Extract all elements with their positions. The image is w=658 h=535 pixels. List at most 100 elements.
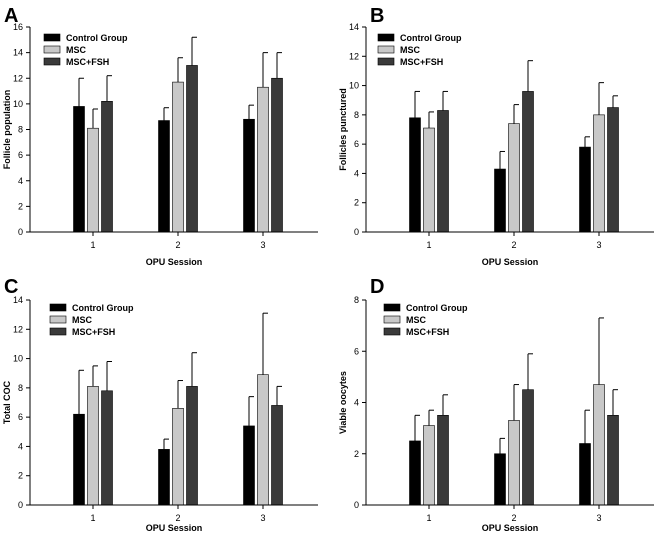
x-tick-label: 1 bbox=[426, 513, 431, 523]
y-tick-label: 4 bbox=[354, 168, 359, 178]
bar-msc-fsh-session-2 bbox=[186, 386, 198, 506]
bar-msc-session-1 bbox=[423, 127, 435, 233]
legend-swatch bbox=[49, 315, 67, 324]
legend-label: MSC bbox=[400, 45, 421, 55]
bar-control-group-session-3 bbox=[579, 443, 591, 506]
bar-msc-session-3 bbox=[257, 86, 269, 233]
legend: Control Group MSC MSC+FSH bbox=[49, 303, 134, 337]
bar-msc-fsh-session-1 bbox=[437, 415, 449, 506]
legend: Control Group MSC MSC+FSH bbox=[43, 33, 128, 67]
y-tick-label: 6 bbox=[18, 150, 23, 160]
y-tick-label: 6 bbox=[354, 346, 359, 356]
panel-letter: B bbox=[370, 5, 384, 27]
bar-msc-fsh-session-2 bbox=[186, 65, 198, 233]
bar-msc-fsh-session-2 bbox=[522, 91, 534, 233]
legend-label: Control Group bbox=[400, 33, 462, 43]
y-tick-label: 0 bbox=[354, 500, 359, 510]
x-axis-title: OPU Session bbox=[146, 257, 203, 267]
legend-swatch bbox=[377, 45, 395, 54]
legend-swatch bbox=[383, 315, 401, 324]
bar-msc-fsh-session-3 bbox=[271, 77, 283, 233]
y-tick-label: 12 bbox=[13, 324, 23, 334]
x-tick-label: 3 bbox=[260, 513, 265, 523]
y-tick-label: 14 bbox=[13, 295, 23, 305]
legend: Control Group MSC MSC+FSH bbox=[383, 303, 468, 337]
legend-label: Control Group bbox=[406, 303, 468, 313]
x-tick-label: 3 bbox=[596, 240, 601, 250]
bar-msc-fsh-session-3 bbox=[271, 405, 283, 506]
y-tick-label: 10 bbox=[349, 81, 359, 91]
y-axis-title: Total COC bbox=[2, 380, 12, 424]
bar-msc-session-1 bbox=[87, 386, 99, 506]
bar-control-group-session-3 bbox=[243, 118, 255, 233]
bar-msc-session-2 bbox=[172, 408, 184, 506]
y-tick-label: 0 bbox=[354, 227, 359, 237]
bar-msc-session-1 bbox=[423, 425, 435, 506]
legend-label: MSC+FSH bbox=[66, 57, 109, 67]
bar-msc-session-2 bbox=[508, 420, 520, 506]
y-tick-label: 10 bbox=[13, 354, 23, 364]
y-tick-label: 4 bbox=[18, 441, 23, 451]
legend-swatch bbox=[49, 303, 67, 312]
y-tick-label: 8 bbox=[18, 125, 23, 135]
bar-msc-fsh-session-1 bbox=[101, 390, 113, 506]
bar-msc-session-3 bbox=[257, 374, 269, 506]
bar-msc-fsh-session-3 bbox=[607, 107, 619, 233]
y-tick-label: 2 bbox=[354, 449, 359, 459]
panel-letter: D bbox=[370, 276, 384, 298]
bar-control-group-session-1 bbox=[73, 413, 85, 506]
y-tick-label: 2 bbox=[354, 198, 359, 208]
legend-swatch bbox=[43, 57, 61, 66]
legend-label: MSC bbox=[406, 315, 427, 325]
panel-d: D 0 2 4 6 8 1 2 3 OPU Session Viable oocytes Contro… bbox=[338, 276, 654, 533]
x-tick-label: 1 bbox=[90, 240, 95, 250]
bar-msc-fsh-session-1 bbox=[437, 110, 449, 233]
y-axis-title: Follicles punctured bbox=[338, 88, 348, 171]
y-tick-label: 8 bbox=[354, 295, 359, 305]
bar-control-group-session-2 bbox=[158, 449, 170, 506]
bar-control-group-session-2 bbox=[494, 453, 506, 506]
y-tick-label: 12 bbox=[349, 51, 359, 61]
y-tick-label: 2 bbox=[18, 201, 23, 211]
bar-msc-session-2 bbox=[172, 81, 184, 233]
y-tick-label: 8 bbox=[18, 383, 23, 393]
bar-msc-fsh-session-2 bbox=[522, 389, 534, 506]
y-axis-title: Viable oocytes bbox=[338, 371, 348, 434]
legend-label: MSC+FSH bbox=[72, 327, 115, 337]
x-tick-label: 1 bbox=[426, 240, 431, 250]
legend-swatch bbox=[383, 327, 401, 336]
y-tick-label: 12 bbox=[13, 73, 23, 83]
legend-label: MSC bbox=[66, 45, 87, 55]
legend-label: MSC bbox=[72, 315, 93, 325]
legend-swatch bbox=[377, 57, 395, 66]
y-tick-label: 16 bbox=[13, 22, 23, 32]
y-tick-label: 4 bbox=[18, 176, 23, 186]
bar-control-group-session-3 bbox=[243, 425, 255, 506]
y-tick-label: 6 bbox=[18, 412, 23, 422]
legend: Control Group MSC MSC+FSH bbox=[377, 33, 462, 67]
legend-label: MSC+FSH bbox=[406, 327, 449, 337]
bar-msc-session-3 bbox=[593, 384, 605, 506]
panel-letter: C bbox=[4, 276, 18, 298]
legend-label: Control Group bbox=[66, 33, 128, 43]
bar-control-group-session-3 bbox=[579, 146, 591, 233]
y-tick-label: 14 bbox=[13, 48, 23, 58]
x-tick-label: 2 bbox=[511, 240, 516, 250]
x-axis-title: OPU Session bbox=[146, 523, 203, 533]
bar-msc-session-2 bbox=[508, 123, 520, 233]
legend-label: Control Group bbox=[72, 303, 134, 313]
y-tick-label: 14 bbox=[349, 22, 359, 32]
y-tick-label: 8 bbox=[354, 110, 359, 120]
bar-control-group-session-2 bbox=[158, 120, 170, 233]
y-tick-label: 4 bbox=[354, 398, 359, 408]
legend-swatch bbox=[383, 303, 401, 312]
x-tick-label: 2 bbox=[511, 513, 516, 523]
bar-msc-fsh-session-1 bbox=[101, 101, 113, 233]
y-tick-label: 0 bbox=[18, 500, 23, 510]
y-tick-label: 10 bbox=[13, 99, 23, 109]
y-tick-label: 6 bbox=[354, 139, 359, 149]
x-tick-label: 2 bbox=[175, 513, 180, 523]
